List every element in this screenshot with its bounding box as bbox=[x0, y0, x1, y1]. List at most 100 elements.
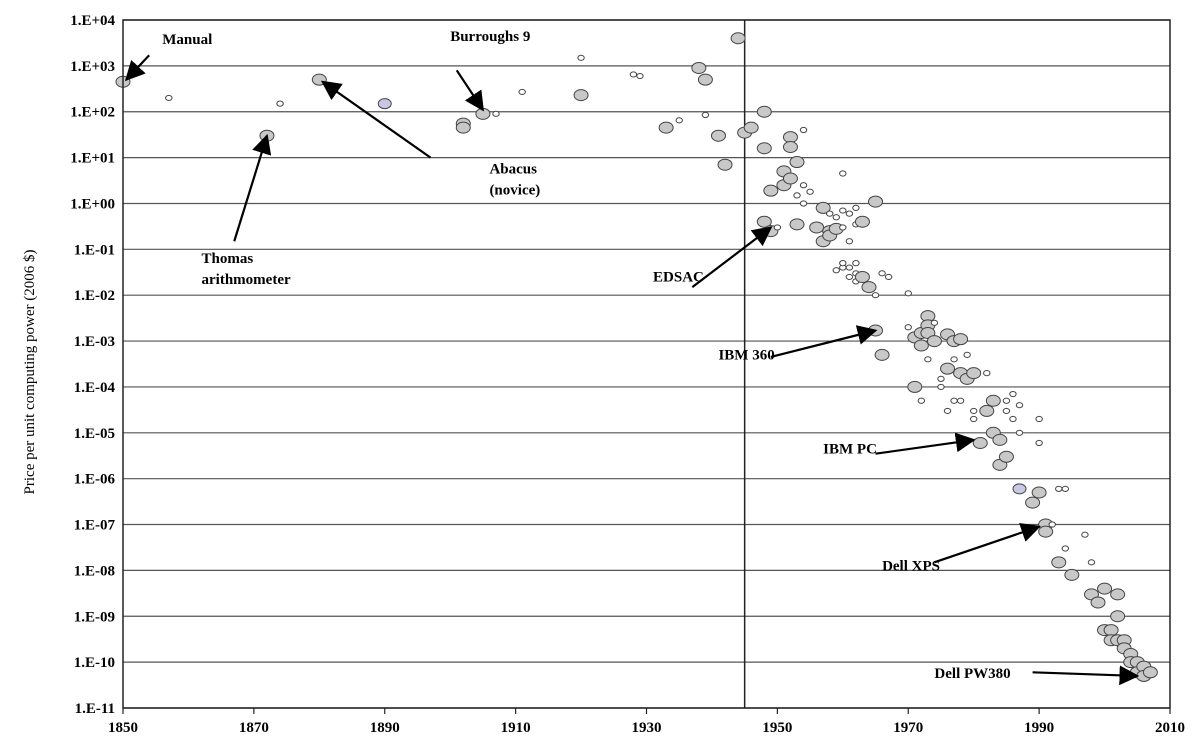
data-point bbox=[845, 238, 854, 245]
data-point bbox=[455, 121, 471, 134]
data-point bbox=[966, 367, 982, 380]
x-tick-label: 1990 bbox=[1024, 720, 1054, 736]
y-tick-label: 1.E-07 bbox=[74, 518, 116, 534]
data-point bbox=[1061, 545, 1070, 552]
x-tick-label: 2010 bbox=[1155, 720, 1185, 736]
annotation-label: Thomas bbox=[202, 251, 254, 267]
y-axis-label: Price per unit computing power (2006 $) bbox=[22, 250, 38, 495]
data-point bbox=[852, 260, 860, 267]
data-point bbox=[845, 273, 854, 281]
data-point bbox=[917, 397, 926, 404]
data-point bbox=[832, 267, 840, 274]
data-point bbox=[1031, 486, 1047, 499]
data-point bbox=[1015, 402, 1024, 409]
y-tick-label: 1.E-10 bbox=[74, 655, 115, 671]
data-point bbox=[950, 356, 958, 363]
data-point bbox=[573, 89, 589, 102]
data-point bbox=[845, 264, 854, 271]
data-point bbox=[789, 156, 805, 169]
annotation-arrow bbox=[691, 226, 773, 288]
data-point bbox=[276, 100, 284, 107]
data-point bbox=[710, 129, 726, 142]
annotation-label: EDSAC bbox=[653, 269, 704, 285]
data-point bbox=[1012, 483, 1027, 495]
data-point bbox=[1081, 531, 1089, 538]
data-point bbox=[904, 324, 912, 331]
data-point bbox=[943, 407, 952, 415]
data-point bbox=[577, 54, 585, 61]
data-point bbox=[1002, 407, 1011, 415]
data-point bbox=[839, 207, 847, 214]
x-tick-label: 1950 bbox=[762, 720, 792, 736]
annotation-arrow bbox=[233, 133, 272, 242]
x-tick-label: 1870 bbox=[239, 720, 269, 736]
y-tick-label: 1.E-11 bbox=[75, 701, 115, 717]
annotation-label: Abacus bbox=[489, 162, 537, 178]
data-point bbox=[963, 351, 971, 358]
data-point bbox=[789, 218, 805, 231]
data-point bbox=[839, 224, 847, 231]
data-point bbox=[845, 210, 854, 217]
data-point bbox=[1025, 496, 1041, 509]
data-point bbox=[969, 415, 978, 423]
data-point bbox=[756, 142, 772, 155]
annotation-arrow bbox=[770, 325, 878, 359]
y-tick-label: 1.E-02 bbox=[74, 288, 115, 304]
data-point bbox=[636, 72, 644, 80]
data-point bbox=[1103, 624, 1119, 637]
data-point bbox=[992, 433, 1008, 446]
data-point bbox=[1009, 415, 1017, 423]
data-point bbox=[675, 117, 683, 124]
data-point bbox=[1035, 415, 1043, 423]
data-point bbox=[979, 404, 995, 417]
axes: 1.E+04 1.E+03 1.E+02 1.E+01 1.E+00 1.E-01 1.E-… bbox=[70, 13, 1185, 736]
data-point bbox=[1051, 556, 1067, 569]
data-point bbox=[839, 260, 847, 267]
data-point bbox=[854, 270, 870, 283]
data-point bbox=[907, 380, 923, 393]
annotation-label: Burroughs 9 bbox=[450, 29, 530, 45]
data-point bbox=[1110, 588, 1126, 601]
annotation-label: IBM 360 bbox=[718, 347, 774, 363]
y-tick-label: 1.E-05 bbox=[74, 426, 115, 442]
data-point bbox=[937, 383, 945, 391]
x-tick-label: 1970 bbox=[893, 720, 923, 736]
y-tick-label: 1.E+01 bbox=[70, 151, 115, 167]
data-point bbox=[492, 110, 500, 117]
data-point bbox=[940, 362, 956, 375]
data-point bbox=[924, 356, 932, 363]
annotation-arrow bbox=[875, 432, 976, 455]
y-tick-label: 1.E+04 bbox=[70, 13, 115, 29]
y-tick-label: 1.E-01 bbox=[74, 242, 115, 258]
data-point bbox=[983, 370, 991, 377]
data-point bbox=[1110, 610, 1126, 623]
annotation-arrow bbox=[455, 69, 484, 112]
data-point bbox=[1009, 390, 1017, 398]
data-point bbox=[518, 88, 526, 96]
data-point bbox=[1035, 439, 1043, 447]
data-point bbox=[832, 214, 840, 221]
data-point bbox=[904, 290, 912, 297]
x-tick-label: 1930 bbox=[632, 720, 662, 736]
data-point bbox=[629, 71, 638, 78]
data-point bbox=[852, 204, 860, 212]
data-point bbox=[972, 436, 988, 449]
annotations: Manual Burroughs 9 Abacus (novice) Thomas ari… bbox=[124, 29, 1140, 686]
data-point bbox=[1097, 582, 1113, 595]
data-point bbox=[691, 61, 707, 74]
annotation-arrow bbox=[124, 54, 150, 82]
data-point bbox=[475, 107, 491, 120]
data-point bbox=[165, 94, 173, 102]
annotation-label: arithmometer bbox=[202, 272, 291, 288]
data-point bbox=[697, 73, 713, 86]
data-point bbox=[1061, 485, 1070, 492]
data-points bbox=[115, 32, 1158, 682]
data-point bbox=[839, 170, 847, 177]
data-point bbox=[730, 32, 746, 45]
data-point bbox=[878, 270, 886, 277]
x-tick-label: 1910 bbox=[501, 720, 531, 736]
data-point bbox=[658, 121, 674, 134]
data-point bbox=[809, 221, 825, 234]
